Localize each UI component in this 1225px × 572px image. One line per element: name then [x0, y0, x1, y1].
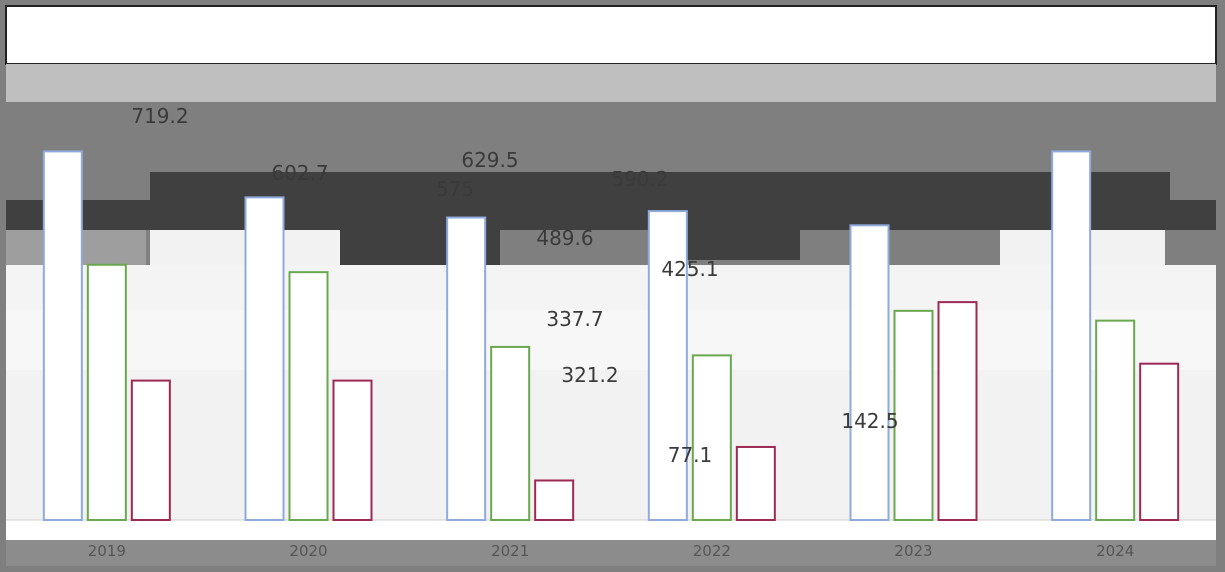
- data-label: 425.1: [661, 257, 718, 281]
- plot-area-upper: [6, 265, 1216, 310]
- chart-title-band: [5, 5, 1217, 65]
- x-axis-band: [6, 520, 1216, 540]
- legend-band: [6, 64, 1216, 102]
- bar-2021-series-1: [446, 216, 487, 522]
- data-label: 602.7: [271, 161, 328, 185]
- bars-group: [42, 150, 1180, 522]
- bar-2020-series-1: [244, 196, 285, 521]
- bar-2022-series-2: [691, 354, 732, 522]
- bar-2022-series-3: [735, 445, 776, 521]
- glitch-panel: [6, 200, 1216, 230]
- plot-area-lower: [6, 370, 1216, 520]
- bar-2023-series-3: [937, 301, 978, 522]
- x-tick-label: 2022: [693, 542, 731, 560]
- plot-area-middle: [6, 310, 1216, 370]
- data-label: 629.5: [461, 148, 518, 172]
- bar-2023-series-2: [893, 309, 934, 521]
- data-label: 590.2: [611, 167, 668, 191]
- bar-2021-series-2: [490, 345, 531, 521]
- bar-2024-series-2: [1095, 319, 1136, 522]
- bar-2020-series-3: [332, 379, 373, 521]
- x-tick-label: 2023: [894, 542, 932, 560]
- data-labels-group: 719.2 629.5 602.7 590.2 575 489.6 425.1 337.7 32…: [131, 104, 898, 467]
- data-label: 489.6: [536, 226, 593, 250]
- bar-2020-series-2: [288, 271, 329, 521]
- data-label: 77.1: [668, 443, 713, 467]
- bar-2023-series-1: [849, 224, 890, 521]
- x-axis-band-lower: [6, 540, 1216, 566]
- data-label: 321.2: [561, 363, 618, 387]
- bar-2019-series-1: [42, 150, 83, 521]
- data-label: 719.2: [131, 104, 188, 128]
- bar-2019-series-2: [86, 263, 127, 521]
- x-tick-label: 2024: [1096, 542, 1134, 560]
- bar-2022-series-1: [647, 210, 688, 522]
- x-tick-label: 2019: [88, 542, 126, 560]
- glitch-panel: [350, 172, 1170, 200]
- x-tick-label: 2021: [491, 542, 529, 560]
- data-label: 337.7: [546, 307, 603, 331]
- bar-2024-series-1: [1051, 150, 1092, 521]
- bar-2021-series-3: [534, 479, 575, 521]
- bar-2019-series-3: [130, 379, 171, 521]
- x-tick-label: 2020: [289, 542, 327, 560]
- bar-2024-series-3: [1139, 362, 1180, 521]
- glitch-panel: [670, 200, 800, 260]
- x-tick-labels-group: 2019 2020 2021 2022 2023 2024: [88, 542, 1135, 560]
- data-label: 575: [436, 177, 474, 201]
- data-label: 142.5: [841, 409, 898, 433]
